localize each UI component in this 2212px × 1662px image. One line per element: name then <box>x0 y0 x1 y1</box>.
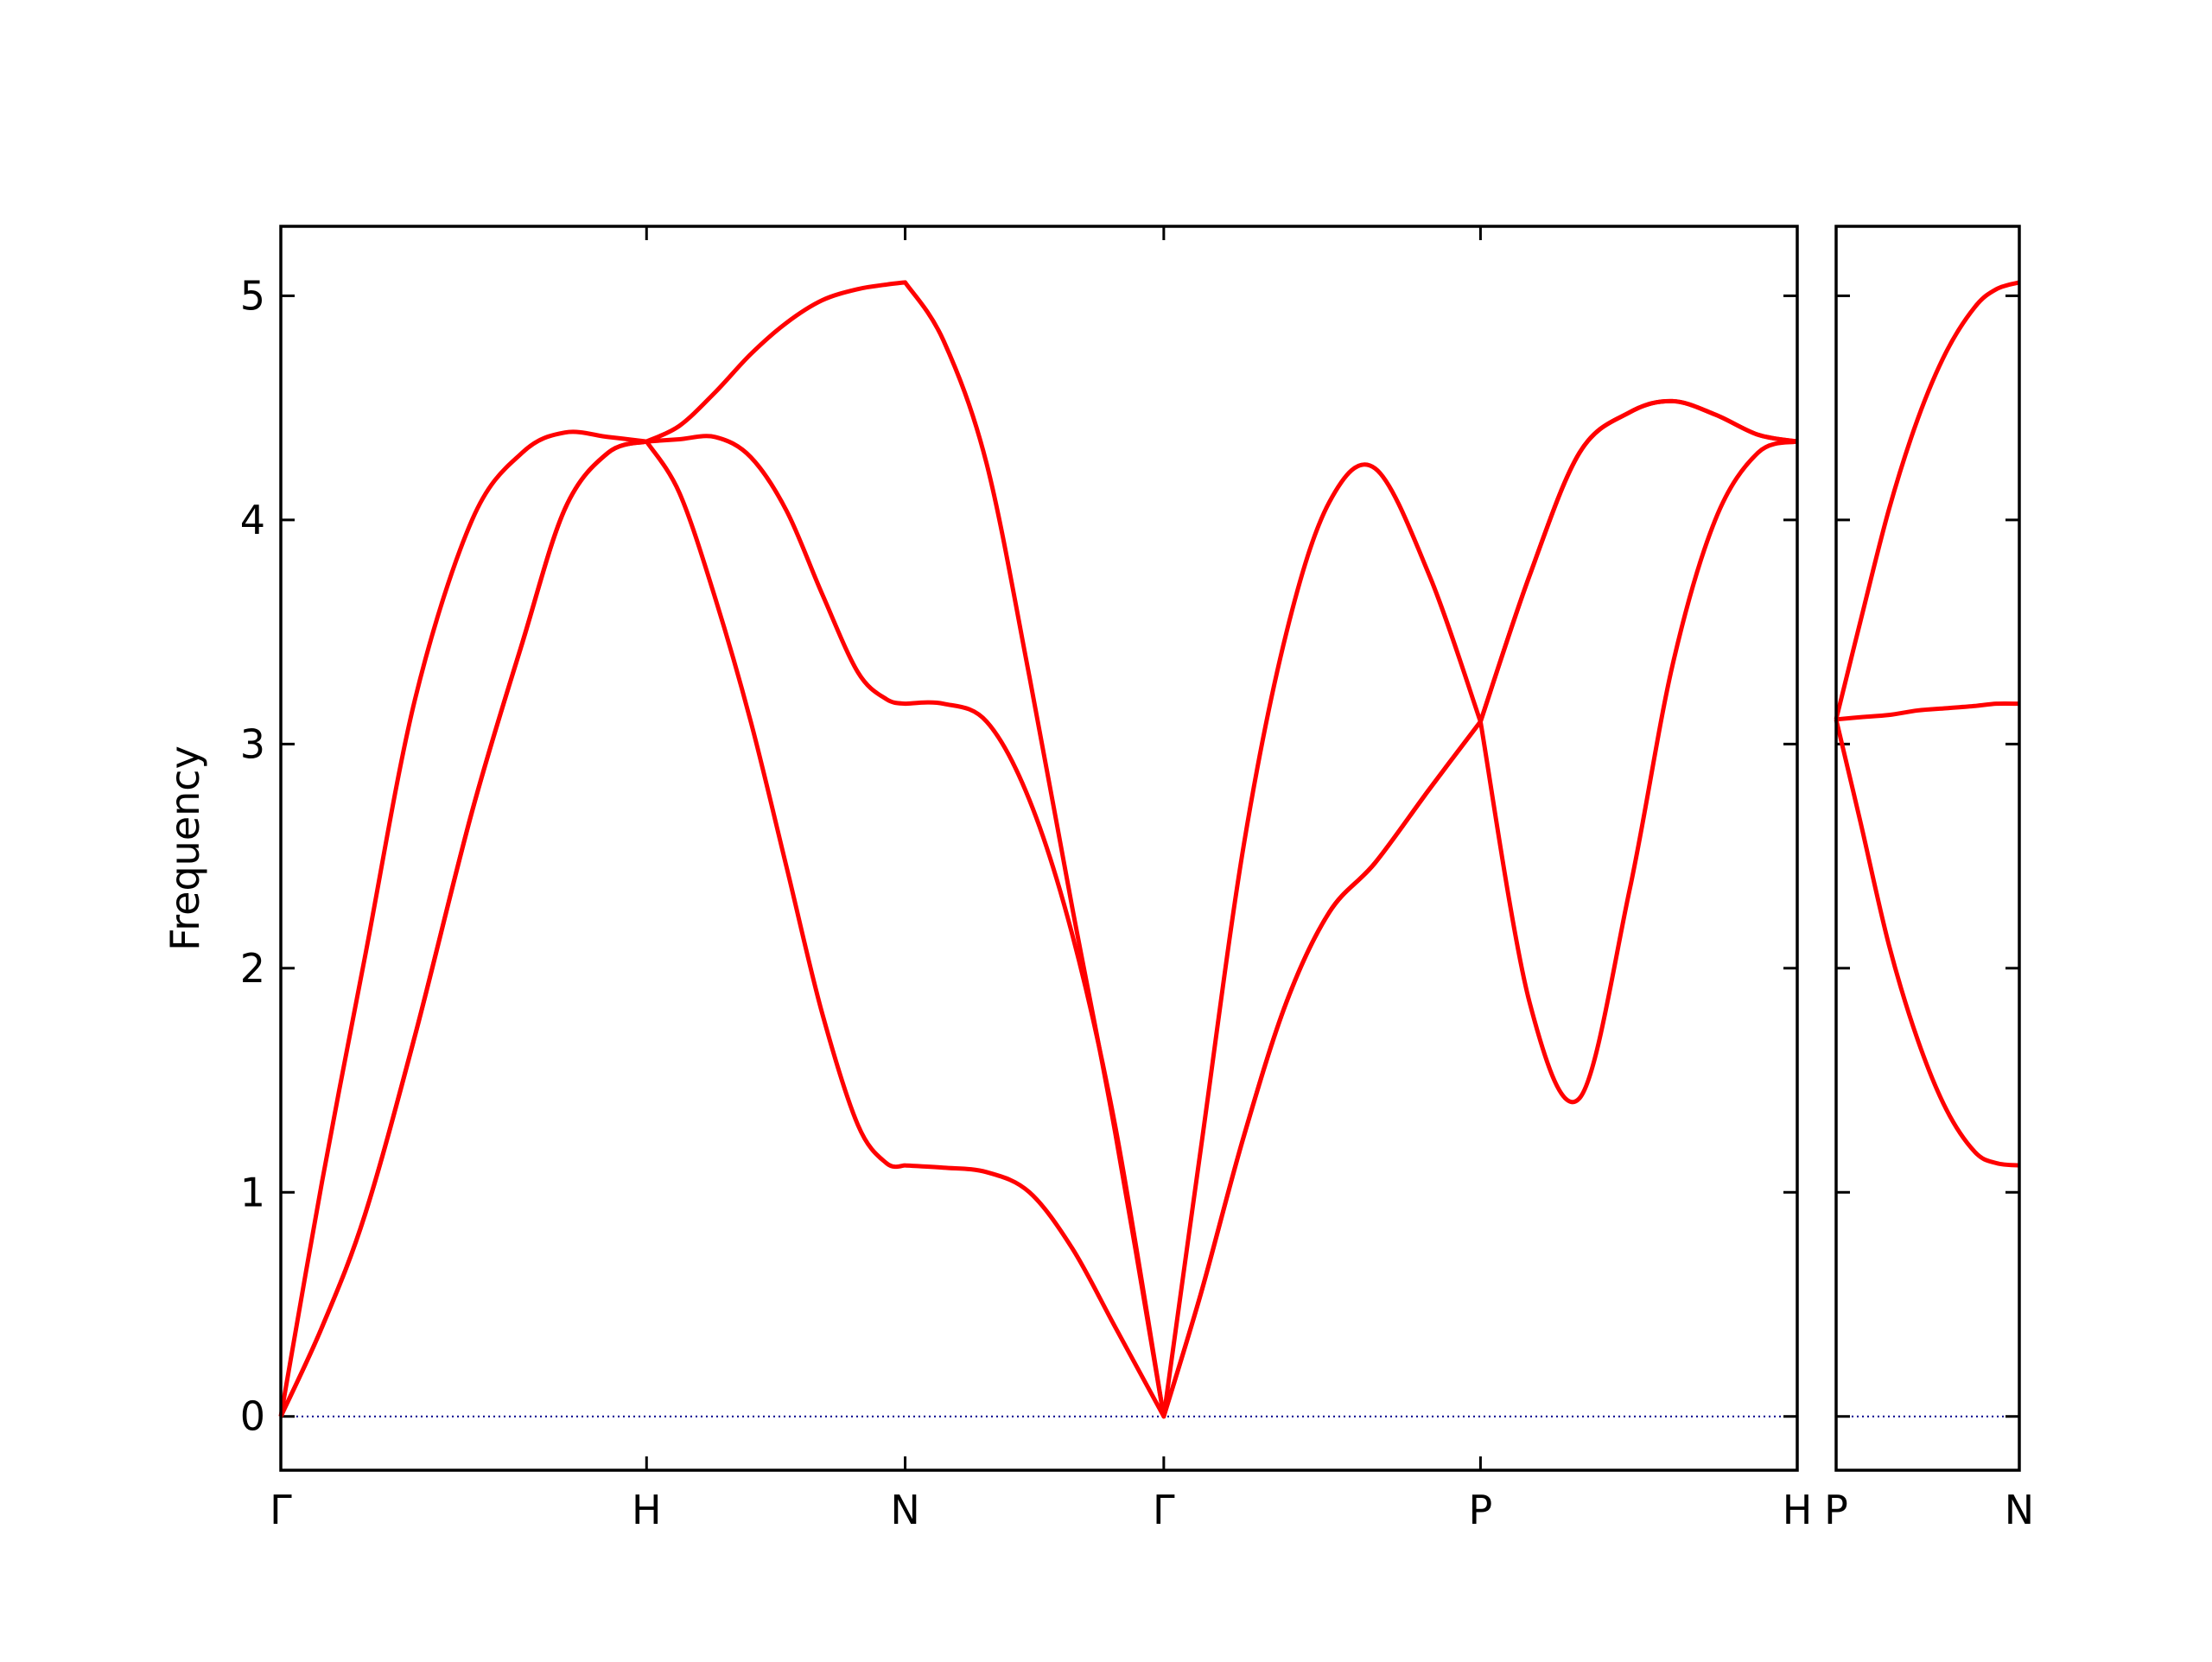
y-tick-label: 3 <box>240 720 265 767</box>
y-tick-label: 1 <box>240 1169 265 1215</box>
x-tick-label: H <box>1783 1487 1813 1533</box>
y-tick-label: 4 <box>240 497 265 543</box>
x-tick-label: P <box>1824 1487 1848 1533</box>
y-tick-label: 5 <box>240 272 265 319</box>
y-axis-label: Frequency <box>162 745 208 951</box>
x-tick-label: P <box>1469 1487 1493 1533</box>
band-line <box>278 280 1798 1419</box>
band-line <box>1834 280 2020 720</box>
band-line <box>1835 701 2020 722</box>
plot-frame <box>279 225 1799 1472</box>
band-line <box>278 398 1798 1419</box>
x-tick-label: N <box>890 1487 919 1533</box>
band-line <box>278 398 1798 1419</box>
y-tick-label: 0 <box>240 1393 265 1440</box>
band-line <box>1834 719 2020 1168</box>
y-tick-label: 2 <box>240 945 265 992</box>
x-tick-label: Γ <box>270 1487 292 1533</box>
plot-frame <box>1834 225 2021 1472</box>
x-tick-label: H <box>632 1487 662 1533</box>
x-tick-label: Γ <box>1153 1487 1175 1533</box>
x-tick-label: N <box>2005 1487 2034 1533</box>
